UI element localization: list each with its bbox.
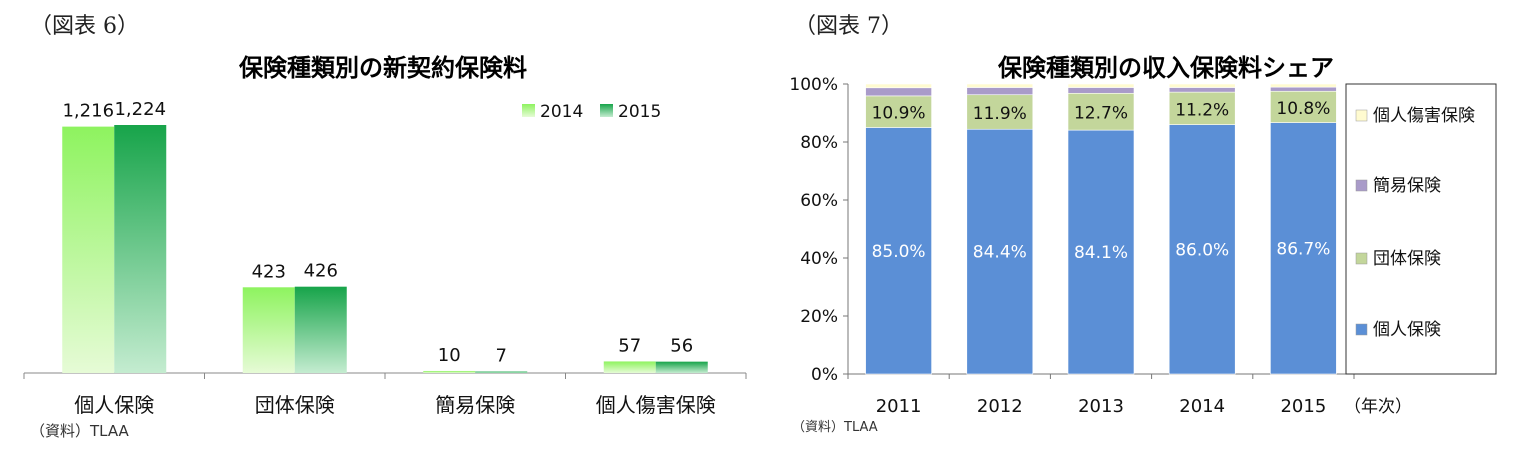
stacked-bar-個人保険: [865, 127, 932, 375]
y-tick-label: 20%: [800, 307, 838, 327]
chart-title: 保険種類別の収入保険料シェア: [998, 54, 1334, 82]
legend-label: 2015: [618, 102, 661, 122]
legend-swatch-個人傷害保険: [1355, 109, 1368, 122]
stacked-bar-個人傷害保険: [1168, 83, 1236, 88]
category-label: 2011: [876, 396, 922, 417]
bar-2015: [475, 371, 528, 373]
data-label: 10: [438, 345, 461, 366]
stacked-bar-簡易保険: [865, 87, 932, 97]
legend-label: 2014: [540, 102, 583, 122]
bar-2015: [655, 361, 708, 373]
legend-swatch-個人保険: [1355, 323, 1368, 336]
legend-label: 個人傷害保険: [1373, 106, 1475, 126]
legend-swatch-2014: [522, 104, 535, 117]
figure-label: （図表 6）: [30, 14, 139, 39]
y-tick-label: 40%: [800, 249, 838, 269]
legend-label: 団体保険: [1373, 249, 1441, 269]
category-label: 2012: [977, 396, 1023, 417]
stacked-bar-個人傷害保険: [865, 83, 932, 89]
new-premium-chart-panel: （図表 6） 保険種類別の新契約保険料 1,216 1,224 個人保険 423 426…: [23, 14, 747, 440]
stacked-bar-個人傷害保険: [966, 83, 1034, 88]
legend-swatch-2015: [600, 104, 613, 117]
bar-2014: [242, 287, 295, 373]
category-label: 2013: [1078, 396, 1124, 417]
stacked-bar-簡易保険: [1168, 87, 1236, 93]
data-label: 426: [304, 261, 338, 282]
stacked-bar-簡易保険: [1067, 87, 1135, 94]
data-label: 11.2%: [1175, 100, 1229, 120]
data-label: 57: [618, 335, 641, 356]
data-label: 10.9%: [872, 104, 926, 124]
data-label: 85.0%: [872, 242, 926, 262]
source-note: （資料）TLAA: [30, 422, 129, 440]
stacked-bar-簡易保険: [1270, 86, 1337, 92]
y-tick-label: 80%: [800, 133, 838, 153]
premium-share-stacked-bar-chart: 0% 20% 40% 60% 80% 100% 85.0% 10.9% 2011 84.4% 11.…: [789, 75, 1497, 417]
data-label: 1,224: [114, 99, 166, 120]
legend-swatch-簡易保険: [1355, 179, 1368, 192]
stacked-bar-団体保険: [1168, 91, 1236, 125]
y-tick-label: 0%: [811, 365, 838, 385]
category-label: 簡易保険: [435, 393, 515, 417]
category-label: 個人傷害保険: [596, 393, 716, 417]
legend-swatch-団体保険: [1355, 252, 1368, 265]
category-label: 個人保険: [74, 393, 154, 417]
y-tick-label: 100%: [789, 75, 838, 95]
premium-share-chart-panel: （図表 7） 保険種類別の収入保険料シェア 0% 20% 40% 60% 80% 100%…: [766, 0, 1532, 460]
stacked-bar-個人保険: [966, 128, 1034, 375]
bar-2015: [294, 286, 347, 373]
figure-label: （図表 7）: [794, 14, 903, 39]
chart-title: 保険種類別の新契約保険料: [239, 54, 527, 82]
stacked-bar-個人保険: [1270, 122, 1337, 375]
bar-2015: [114, 125, 167, 373]
stacked-bar-団体保険: [1067, 92, 1135, 131]
data-label: 10.8%: [1276, 99, 1330, 119]
y-tick-label: 60%: [800, 191, 838, 211]
data-label: 84.4%: [973, 243, 1027, 263]
x-axis-unit: （年次）: [1344, 397, 1412, 417]
data-label: 56: [670, 336, 693, 357]
source-note: （資料）TLAA: [792, 420, 878, 435]
data-label: 11.9%: [973, 104, 1027, 124]
stacked-bar-個人傷害保険: [1067, 83, 1135, 88]
new-premium-bar-chart: 1,216 1,224 個人保険 423 426 団体保険 10 7 簡易保険 57 56 個人傷害保…: [23, 99, 747, 417]
data-label: 423: [252, 261, 286, 282]
category-label: 団体保険: [255, 393, 335, 417]
stacked-bar-簡易保険: [966, 87, 1034, 96]
legend-box: [1345, 83, 1497, 375]
stacked-bar-団体保険: [966, 94, 1034, 130]
data-label: 7: [496, 346, 507, 367]
data-label: 86.7%: [1276, 239, 1330, 259]
category-label: 2015: [1280, 396, 1326, 417]
stacked-bar-個人保険: [1168, 124, 1236, 375]
data-label: 1,216: [62, 101, 114, 122]
category-label: 2014: [1179, 396, 1225, 417]
stacked-bar-個人傷害保険: [1270, 83, 1337, 88]
bar-2014: [603, 361, 656, 373]
bar-2014: [423, 370, 476, 373]
legend-label: 個人保険: [1373, 320, 1441, 340]
bar-2014: [62, 126, 115, 374]
stacked-bar-団体保険: [1270, 90, 1337, 123]
data-label: 84.1%: [1074, 243, 1128, 263]
data-label: 86.0%: [1175, 240, 1229, 260]
legend-label: 簡易保険: [1373, 176, 1441, 196]
stacked-bar-団体保険: [865, 95, 932, 128]
stacked-bar-個人保険: [1067, 129, 1135, 375]
data-label: 12.7%: [1074, 104, 1128, 124]
